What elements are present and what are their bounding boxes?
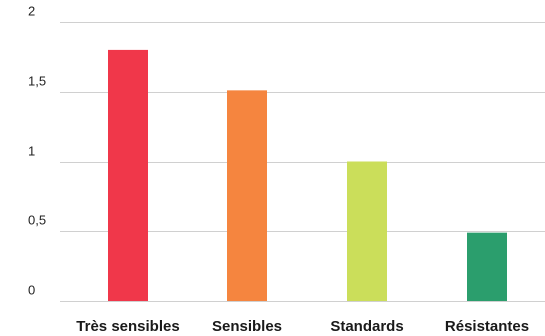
y-tick-label: 0,5 — [28, 213, 46, 228]
y-tick-label: 0 — [28, 283, 35, 298]
bar — [227, 90, 267, 301]
bar — [347, 161, 387, 301]
y-tick-label: 1 — [28, 144, 35, 159]
bar — [467, 232, 507, 301]
x-category-label: Sensibles — [212, 318, 282, 335]
bar — [108, 49, 148, 302]
y-axis-tick-labels: 0 0,5 1 1,5 2 — [28, 4, 46, 298]
y-tick-label: 1,5 — [28, 74, 46, 89]
x-category-label: Standards — [330, 318, 403, 335]
x-category-label: Très sensibles — [76, 318, 179, 335]
x-axis-category-labels: Très sensibles Sensibles Standards Résistan… — [76, 318, 529, 335]
bars — [108, 49, 507, 302]
x-category-label: Résistantes — [445, 318, 529, 335]
y-tick-label: 2 — [28, 4, 35, 19]
